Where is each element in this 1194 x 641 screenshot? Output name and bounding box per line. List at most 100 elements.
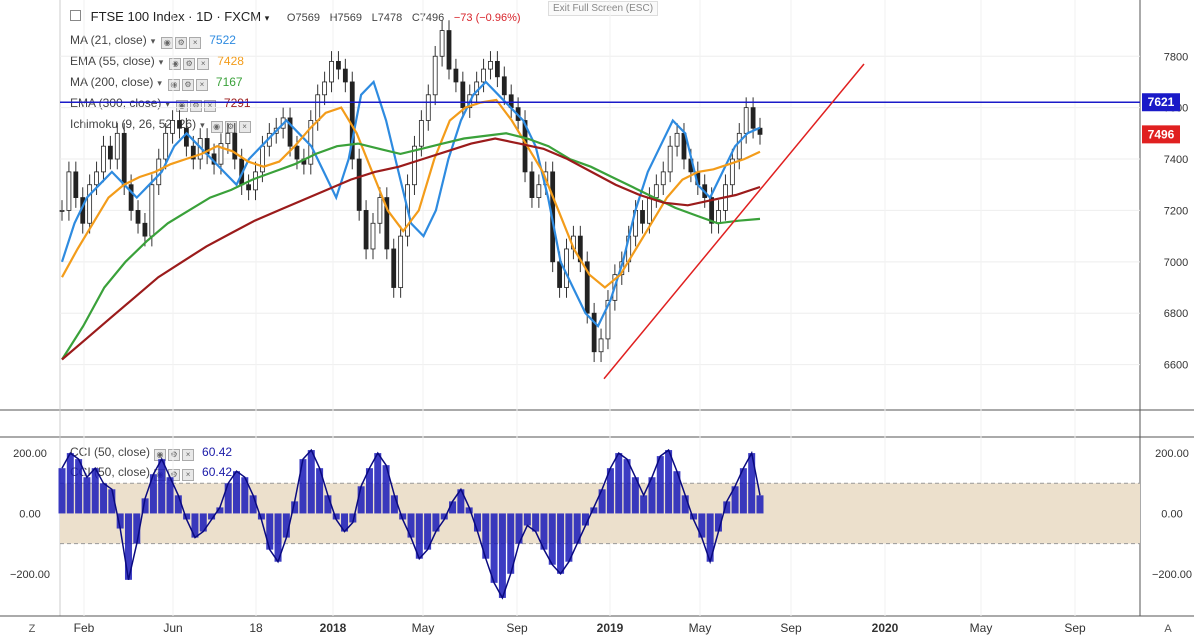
cci-bar xyxy=(615,453,623,514)
cci-bar xyxy=(507,513,515,574)
cci-bar xyxy=(133,513,141,544)
cci-bar xyxy=(698,513,706,538)
time-tick-label: May xyxy=(689,621,712,635)
candle-body xyxy=(336,60,341,70)
chevron-down-icon[interactable]: ▾ xyxy=(200,120,205,130)
exit-fullscreen-button[interactable]: Exit Full Screen (ESC) xyxy=(548,1,659,16)
candle-body xyxy=(225,132,231,145)
candle-body xyxy=(529,171,535,198)
legend-name: Ichimoku (9, 26, 52, 26) xyxy=(70,117,197,131)
candle-body xyxy=(605,299,611,340)
ohlc-low: L7478 xyxy=(371,12,403,24)
cci-bar xyxy=(648,477,656,514)
cci-bar xyxy=(548,513,556,565)
legend-row[interactable]: Ichimoku (9, 26, 52, 26) ▾ ◉ ⚙ × xyxy=(70,117,259,133)
candle-body xyxy=(418,120,424,147)
gear-icon[interactable]: ⚙ xyxy=(183,58,196,70)
candle-body xyxy=(536,184,542,198)
chevron-down-icon[interactable]: ▾ xyxy=(165,99,170,109)
cci-bar xyxy=(582,513,589,526)
price-label-text: 7621 xyxy=(1148,95,1175,109)
cci-bar xyxy=(349,513,357,523)
cci-tick-label-left: 0.00 xyxy=(19,508,40,520)
candle-body xyxy=(149,184,155,237)
close-icon[interactable]: × xyxy=(189,37,202,49)
chevron-down-icon[interactable]: ▾ xyxy=(157,78,162,88)
cci-bar xyxy=(515,513,523,544)
cci-bar xyxy=(249,495,257,514)
candle-body xyxy=(439,30,445,57)
cci-bar xyxy=(357,486,365,514)
gear-icon[interactable]: ⚙ xyxy=(189,100,202,112)
candle-body xyxy=(674,132,680,147)
cci-bar xyxy=(449,501,457,514)
eye-icon[interactable]: ◉ xyxy=(210,121,223,133)
candle-body xyxy=(412,145,417,186)
cci-bar xyxy=(681,495,689,514)
close-icon[interactable]: × xyxy=(197,58,210,70)
trendline xyxy=(603,63,865,380)
eye-icon[interactable]: ◉ xyxy=(167,79,180,91)
cci-legend-row[interactable]: CCI (50, close)◉⚙×60.42 xyxy=(70,445,232,461)
legend-name: MA (21, close) xyxy=(70,33,147,47)
candle-body xyxy=(432,55,438,96)
candle-body xyxy=(260,145,265,173)
cci-legend-row[interactable]: CCI (50, close)◉⚙×60.42 xyxy=(70,465,232,481)
gear-icon[interactable]: ⚙ xyxy=(175,37,188,49)
candle-body xyxy=(460,81,466,109)
cci-bar xyxy=(166,477,174,514)
cci-bar xyxy=(731,486,739,514)
cci-bar xyxy=(83,477,91,514)
legend-row[interactable]: MA (21, close) ▾ ◉ ⚙ × 7522 xyxy=(70,33,236,49)
series-line-2 xyxy=(61,98,761,289)
legend-row[interactable]: EMA (300, close) ▾ ◉ ⚙ × 7291 xyxy=(70,96,251,112)
cci-line xyxy=(61,448,761,600)
candle-body xyxy=(743,107,749,134)
close-icon[interactable]: × xyxy=(238,121,251,133)
chevron-down-icon[interactable]: ▾ xyxy=(158,57,164,67)
collapse-icon[interactable] xyxy=(70,10,81,21)
candle-body xyxy=(294,145,300,160)
cci-bar xyxy=(116,513,124,529)
close-icon[interactable]: × xyxy=(195,79,208,91)
chevron-down-icon[interactable]: ▾ xyxy=(264,13,270,23)
candle-body xyxy=(363,210,369,250)
candle-body xyxy=(94,171,99,186)
cci-bar xyxy=(58,468,66,514)
cci-bar xyxy=(341,513,349,532)
candle-body xyxy=(391,248,397,288)
candle-body xyxy=(246,184,251,191)
cci-bar xyxy=(257,513,265,520)
eye-icon[interactable]: ◉ xyxy=(169,58,182,70)
cci-bar xyxy=(266,513,274,550)
chevron-down-icon[interactable]: ▾ xyxy=(150,36,156,46)
cci-bar xyxy=(723,501,731,514)
cci-bar xyxy=(739,468,747,514)
eye-icon[interactable]: ◉ xyxy=(175,100,188,112)
candle-body xyxy=(342,68,348,83)
cci-bar xyxy=(748,453,756,514)
close-icon[interactable]: × xyxy=(182,469,195,481)
cci-bar xyxy=(573,513,581,544)
eye-icon[interactable]: ◉ xyxy=(161,37,174,49)
gear-icon[interactable]: ⚙ xyxy=(168,449,181,461)
legend-row[interactable]: EMA (55, close) ▾ ◉ ⚙ × 7428 xyxy=(70,54,244,70)
close-icon[interactable]: × xyxy=(182,449,195,461)
price-tick-label: 6800 xyxy=(1164,308,1188,320)
cci-bar xyxy=(656,456,664,514)
cci-bar xyxy=(208,513,216,520)
cci-bar xyxy=(216,507,224,514)
cci-bar xyxy=(415,513,423,559)
candle-body xyxy=(370,222,376,250)
ohlc-close: C7496 xyxy=(411,12,445,24)
cci-bar xyxy=(282,513,290,538)
close-icon[interactable]: × xyxy=(203,100,216,112)
candle-body xyxy=(356,158,362,211)
gear-icon[interactable]: ⚙ xyxy=(181,79,194,91)
cci-bar xyxy=(399,513,407,520)
ohlc-high: H7569 xyxy=(329,12,362,24)
candle-body xyxy=(59,210,65,212)
symbol-label[interactable]: FTSE 100 Index · 1D · FXCM xyxy=(90,9,262,24)
legend-row[interactable]: MA (200, close) ▾ ◉ ⚙ × 7167 xyxy=(70,75,243,91)
